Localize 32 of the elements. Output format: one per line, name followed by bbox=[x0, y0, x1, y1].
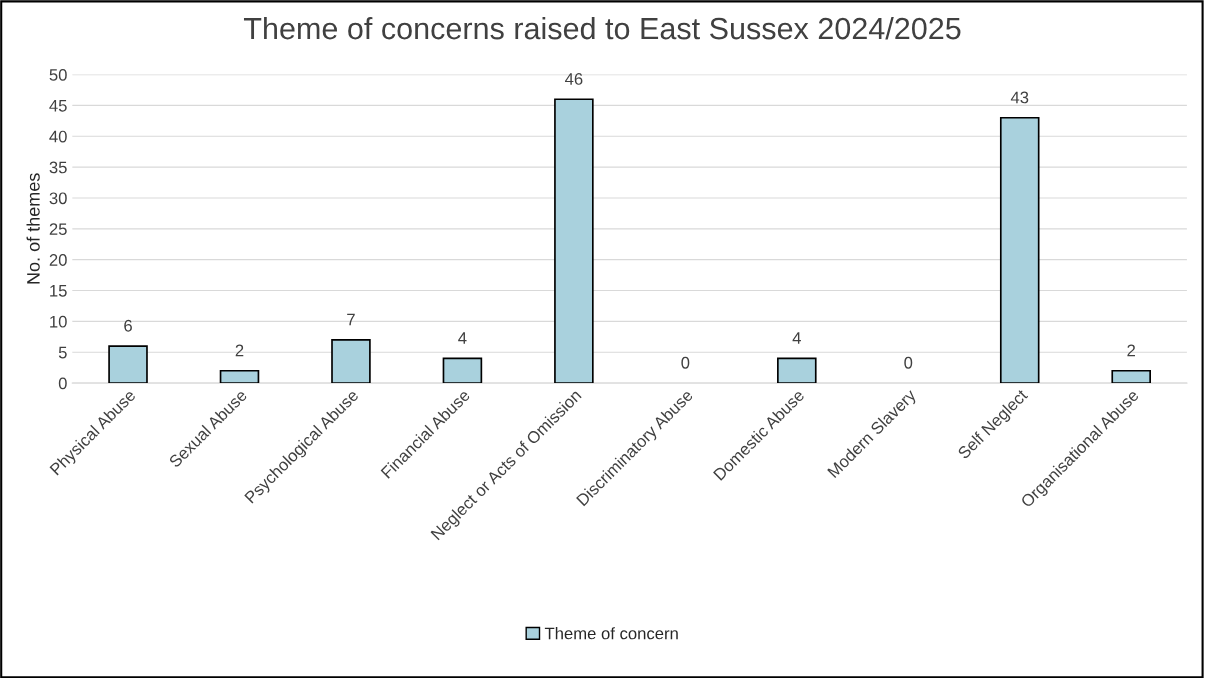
y-tick-label: 5 bbox=[58, 346, 67, 359]
y-axis-title: No. of themes bbox=[26, 173, 40, 284]
y-tick-label: 15 bbox=[50, 285, 67, 297]
y-tick-label: 10 bbox=[50, 315, 67, 328]
y-tick-label: 0 bbox=[58, 377, 67, 390]
bar bbox=[554, 98, 594, 384]
bar bbox=[1111, 369, 1151, 384]
data-label: 0 bbox=[904, 356, 913, 369]
bar bbox=[442, 357, 483, 384]
y-tick-label: 50 bbox=[49, 68, 67, 81]
data-label: 46 bbox=[565, 73, 583, 85]
y-tick-label: 35 bbox=[49, 161, 67, 174]
y-tick-label: 45 bbox=[49, 100, 67, 112]
y-tick-label: 25 bbox=[49, 223, 67, 236]
data-label: 6 bbox=[124, 319, 132, 332]
data-label: 7 bbox=[347, 313, 355, 326]
chart-title: Theme of concerns raised to East Sussex 2024/2025 bbox=[243, 16, 961, 40]
bar bbox=[999, 116, 1040, 384]
bar bbox=[219, 369, 260, 384]
data-label: 4 bbox=[458, 332, 467, 344]
data-label: 2 bbox=[235, 344, 244, 357]
y-tick-label: 20 bbox=[49, 254, 67, 266]
y-tick-label: 40 bbox=[49, 130, 67, 143]
data-label: 4 bbox=[792, 332, 801, 344]
bar bbox=[331, 339, 371, 384]
bar bbox=[777, 357, 817, 384]
y-tick-label: 30 bbox=[49, 192, 67, 205]
bar bbox=[108, 345, 148, 384]
data-label: 2 bbox=[1127, 344, 1135, 357]
data-label: 43 bbox=[1010, 91, 1029, 104]
legend-label: Theme of concern bbox=[544, 627, 678, 640]
data-label: 0 bbox=[681, 356, 690, 369]
